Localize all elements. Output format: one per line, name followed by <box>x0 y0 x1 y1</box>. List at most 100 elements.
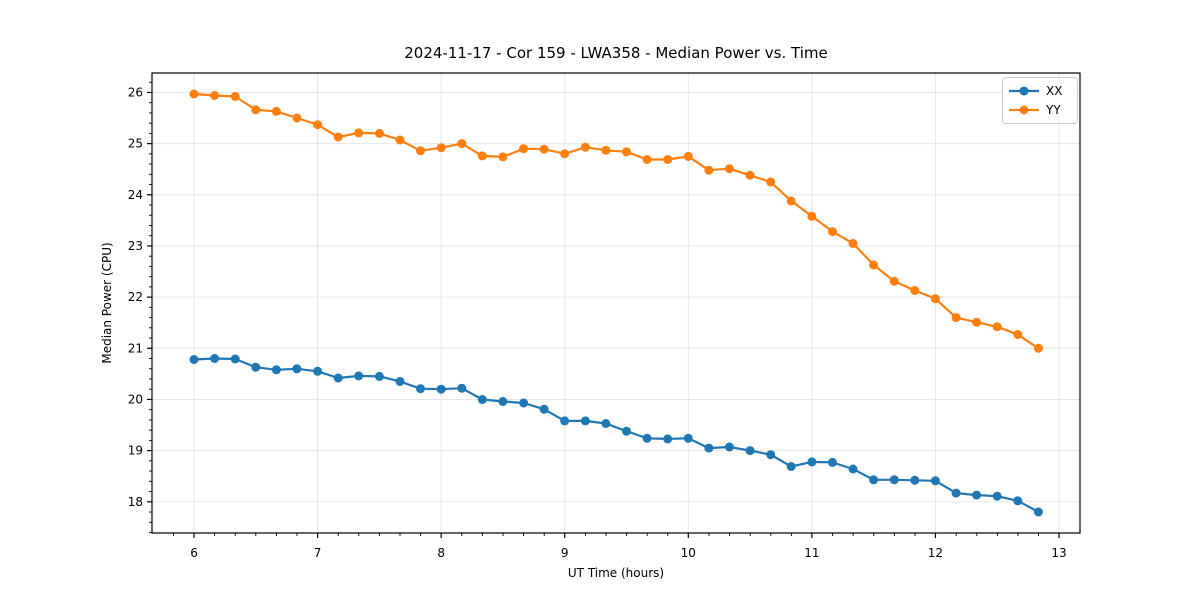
data-point-xx <box>416 384 425 394</box>
x-tick-label: 10 <box>681 546 696 560</box>
data-point-yy <box>869 260 879 270</box>
legend: XX YY <box>1002 77 1078 124</box>
data-point-yy <box>374 128 384 138</box>
data-point-yy <box>560 149 570 159</box>
data-point-xx <box>869 475 879 485</box>
data-point-yy <box>230 92 240 101</box>
x-tick-label: 7 <box>314 546 322 560</box>
y-tick-label: 18 <box>128 495 143 509</box>
data-point-yy <box>683 151 693 161</box>
data-point-yy <box>704 165 714 175</box>
x-tick-label: 6 <box>190 546 198 560</box>
data-point-xx <box>477 395 487 404</box>
data-point-xx <box>210 354 220 363</box>
data-point-xx <box>189 355 199 364</box>
data-point-xx <box>683 433 693 443</box>
x-tick-label: 9 <box>561 546 569 560</box>
legend-label: XX <box>1046 84 1063 98</box>
y-tick-label: 25 <box>128 137 143 151</box>
series-line-yy <box>193 92 1040 350</box>
data-point-xx <box>436 384 446 394</box>
data-point-yy <box>910 286 920 295</box>
data-point-yy <box>889 276 899 286</box>
data-point-yy <box>436 143 446 153</box>
data-point-xx <box>1013 496 1023 506</box>
data-point-xx <box>972 490 982 500</box>
data-point-yy <box>1013 330 1023 339</box>
data-point-yy <box>745 170 755 180</box>
data-point-yy <box>828 227 837 237</box>
data-point-xx <box>271 365 281 375</box>
data-point-yy <box>951 313 961 323</box>
data-point-xx <box>1033 507 1043 517</box>
data-point-xx <box>807 457 817 467</box>
data-point-xx <box>951 488 961 498</box>
data-point-xx <box>395 377 405 386</box>
data-point-xx <box>745 446 755 456</box>
data-point-yy <box>251 105 261 115</box>
y-tick-label: 21 <box>128 341 143 355</box>
y-tick-label: 26 <box>128 85 143 99</box>
y-tick-label: 19 <box>128 444 143 458</box>
data-point-xx <box>848 464 858 474</box>
data-point-yy <box>622 147 631 157</box>
data-point-yy <box>189 89 199 99</box>
data-point-yy <box>1033 343 1043 353</box>
data-point-yy <box>477 151 487 161</box>
y-tick-label: 23 <box>128 239 143 253</box>
data-point-yy <box>807 211 817 221</box>
data-point-yy <box>601 145 611 155</box>
data-point-xx <box>889 475 899 485</box>
data-point-yy <box>848 238 858 248</box>
data-point-yy <box>292 113 302 123</box>
data-point-xx <box>828 457 837 467</box>
y-tick-label: 24 <box>128 188 143 202</box>
data-point-xx <box>663 434 673 444</box>
data-point-xx <box>374 371 384 381</box>
data-point-yy <box>992 322 1002 332</box>
data-point-xx <box>601 419 611 428</box>
data-point-yy <box>457 139 467 149</box>
data-point-yy <box>271 106 281 116</box>
data-point-yy <box>354 128 364 138</box>
data-point-xx <box>642 433 652 443</box>
data-point-yy <box>580 142 590 152</box>
data-point-yy <box>972 317 982 327</box>
data-point-yy <box>539 144 549 154</box>
data-point-xx <box>333 373 343 383</box>
data-point-xx <box>704 443 714 453</box>
data-point-yy <box>498 152 508 162</box>
axes-spines <box>151 72 1081 534</box>
data-point-xx <box>580 416 590 426</box>
data-point-xx <box>910 475 920 485</box>
data-point-yy <box>642 155 652 164</box>
series-line-xx <box>193 357 1039 513</box>
data-point-xx <box>766 450 776 460</box>
data-point-xx <box>539 404 549 414</box>
data-point-yy <box>786 196 796 206</box>
legend-item-yy: YY <box>1009 103 1070 117</box>
data-point-yy <box>724 164 734 174</box>
data-point-xx <box>519 398 529 408</box>
chart-title: 2024-11-17 - Cor 159 - LWA358 - Median P… <box>404 44 828 62</box>
data-point-yy <box>766 177 776 187</box>
data-point-xx <box>457 383 467 393</box>
data-point-xx <box>622 426 631 436</box>
data-point-xx <box>724 442 734 452</box>
data-point-xx <box>560 416 570 426</box>
data-point-xx <box>313 366 323 376</box>
data-point-yy <box>930 294 940 304</box>
data-point-xx <box>292 364 302 374</box>
legend-label: YY <box>1046 103 1061 117</box>
data-point-yy <box>416 146 425 156</box>
data-point-xx <box>786 462 796 471</box>
y-tick-label: 22 <box>128 290 143 304</box>
data-point-yy <box>663 155 673 164</box>
x-tick-label: 8 <box>437 546 445 560</box>
y-axis-label: Median Power (CPU) <box>100 242 114 364</box>
data-point-yy <box>210 91 220 100</box>
data-point-xx <box>992 491 1002 501</box>
data-point-xx <box>251 362 261 372</box>
